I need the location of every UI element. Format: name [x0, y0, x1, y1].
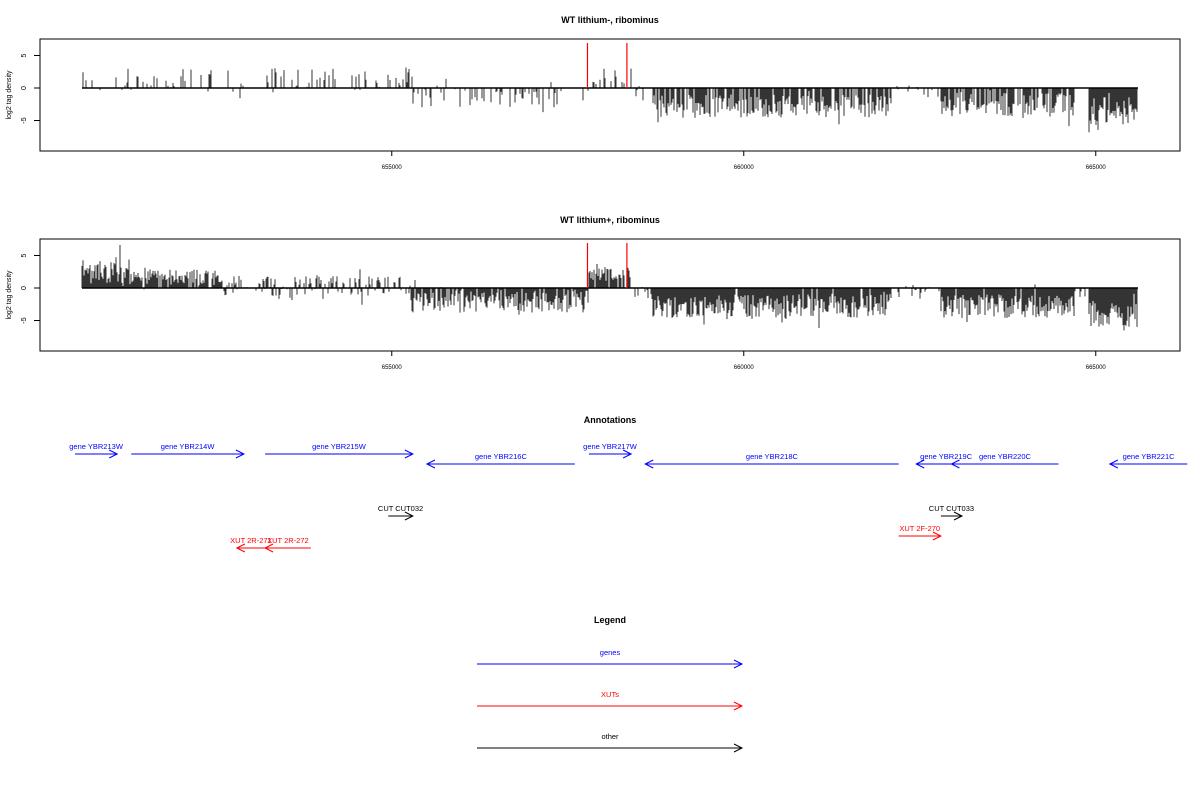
annotations-track: Annotations gene YBR213W gene YBR214W gene…: [69, 415, 1188, 553]
feature-label: CUT CUT032: [378, 504, 423, 513]
feature-arrows: gene YBR213W gene YBR214W gene YBR215W gene…: [69, 442, 1188, 553]
y-axis-label: log2 tag density: [6, 70, 13, 120]
feature-label: gene YBR216C: [475, 452, 528, 461]
y-tick-label: 5: [21, 253, 28, 257]
feature-arrow-head: [425, 459, 436, 469]
y-tick-label: 0: [21, 286, 28, 290]
legend-item-xuts: XUTs: [477, 690, 744, 711]
feature-gene-ybr216c: gene YBR216C: [425, 452, 575, 469]
y-tick-label: 5: [21, 53, 28, 57]
feature-xut-2r-271: XUT 2R-271: [230, 536, 272, 553]
feature-gene-ybr219c: gene YBR219C: [915, 452, 977, 469]
legend-arrow-head: [733, 743, 744, 753]
legend-label: genes: [600, 648, 621, 657]
feature-arrow-head: [1108, 459, 1119, 469]
legend-label: XUTs: [601, 690, 619, 699]
y-tick-label: 0: [21, 86, 28, 90]
feature-arrow-head: [932, 531, 942, 541]
feature-gene-ybr215w: gene YBR215W: [265, 442, 414, 459]
legend: Legend genes XUTs other: [477, 615, 744, 753]
feature-gene-ybr217w: gene YBR217W: [583, 442, 638, 459]
x-tick-label: 660000: [734, 365, 755, 371]
feature-xut-2r-272: XUT 2R-272: [263, 536, 311, 553]
bar-series: [81, 243, 1138, 331]
x-axis: 655000 660000 665000: [382, 151, 1107, 171]
x-tick-label: 665000: [1086, 165, 1107, 171]
y-axis: 5 0 -5: [21, 53, 41, 124]
y-tick-label: -5: [21, 317, 28, 323]
legend-item-genes: genes: [477, 648, 744, 669]
panel-title: WT lithium-, ribominus: [561, 15, 659, 25]
x-tick-label: 655000: [382, 365, 403, 371]
y-tick-label: -5: [21, 117, 28, 123]
legend-arrow-head: [733, 659, 744, 669]
y-axis-label: log2 tag density: [6, 270, 13, 320]
panel-lithium-plus: WT lithium+, ribominus log2 tag density …: [6, 215, 1181, 371]
x-tick-label: 655000: [382, 165, 403, 171]
y-axis: 5 0 -5: [21, 253, 41, 324]
bar-series: [82, 43, 1138, 133]
feature-label: XUT 2R-271: [230, 536, 272, 545]
feature-gene-ybr213w: gene YBR213W: [69, 442, 124, 459]
panel-title: WT lithium+, ribominus: [560, 215, 660, 225]
feature-cut-cut033: CUT CUT033: [929, 504, 974, 521]
feature-label: gene YBR221C: [1123, 452, 1176, 461]
feature-arrow-head: [235, 449, 246, 459]
legend-items: genes XUTs other: [477, 648, 744, 753]
feature-label: gene YBR214W: [161, 442, 216, 451]
feature-arrow-head: [915, 459, 925, 469]
annotations-title: Annotations: [584, 415, 637, 425]
feature-label: gene YBR219C: [920, 452, 973, 461]
feature-label: CUT CUT033: [929, 504, 974, 513]
feature-xut-2f-270: XUT 2F-270: [898, 524, 942, 541]
x-axis: 655000 660000 665000: [382, 351, 1107, 371]
legend-label: other: [601, 732, 619, 741]
feature-arrow-head: [263, 543, 274, 553]
feature-cut-cut032: CUT CUT032: [378, 504, 423, 521]
feature-arrow-head: [953, 511, 964, 521]
feature-arrow-head: [108, 449, 119, 459]
feature-label: XUT 2R-272: [267, 536, 309, 545]
panel-lithium-minus: WT lithium-, ribominus log2 tag density …: [6, 15, 1181, 171]
feature-arrow-head: [622, 449, 633, 459]
feature-gene-ybr221c: gene YBR221C: [1108, 452, 1188, 469]
feature-arrow-head: [404, 511, 414, 521]
feature-arrow-head: [235, 543, 246, 553]
feature-label: gene YBR220C: [979, 452, 1032, 461]
x-tick-label: 665000: [1086, 365, 1107, 371]
legend-item-other: other: [477, 732, 744, 753]
feature-label: gene YBR218C: [746, 452, 799, 461]
feature-label: gene YBR213W: [69, 442, 124, 451]
feature-arrow-head: [950, 459, 960, 469]
feature-label: gene YBR217W: [583, 442, 638, 451]
feature-arrow-head: [644, 459, 654, 469]
legend-arrow-head: [733, 701, 744, 711]
feature-gene-ybr214w: gene YBR214W: [131, 442, 246, 459]
feature-label: gene YBR215W: [312, 442, 367, 451]
feature-label: XUT 2F-270: [899, 524, 940, 533]
x-tick-label: 660000: [734, 165, 755, 171]
feature-gene-ybr220c: gene YBR220C: [950, 452, 1059, 469]
feature-gene-ybr218c: gene YBR218C: [644, 452, 899, 469]
legend-title: Legend: [594, 615, 626, 625]
feature-arrow-head: [404, 449, 414, 459]
